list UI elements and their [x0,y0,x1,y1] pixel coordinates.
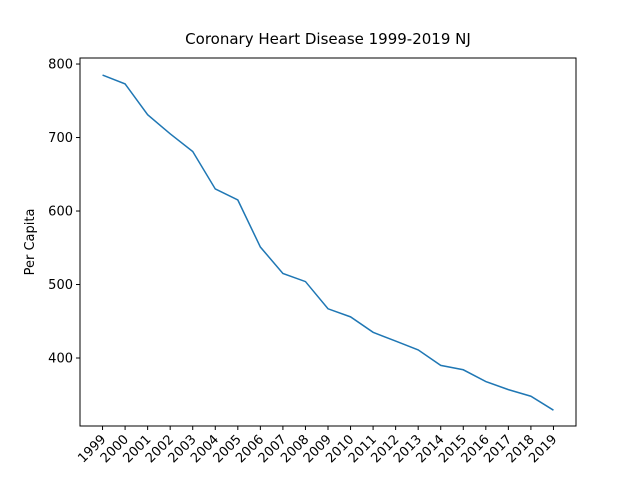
y-tick-label: 700 [48,131,73,146]
plot-frame [79,57,577,427]
chart-title: Coronary Heart Disease 1999-2019 NJ [185,30,471,48]
y-tick-label: 500 [48,278,73,293]
y-axis-label: Per Capita [23,209,38,276]
data-line [102,74,554,411]
y-tick-label: 400 [48,352,73,367]
y-tick-label: 800 [48,58,73,73]
y-tick-label: 600 [48,205,73,220]
